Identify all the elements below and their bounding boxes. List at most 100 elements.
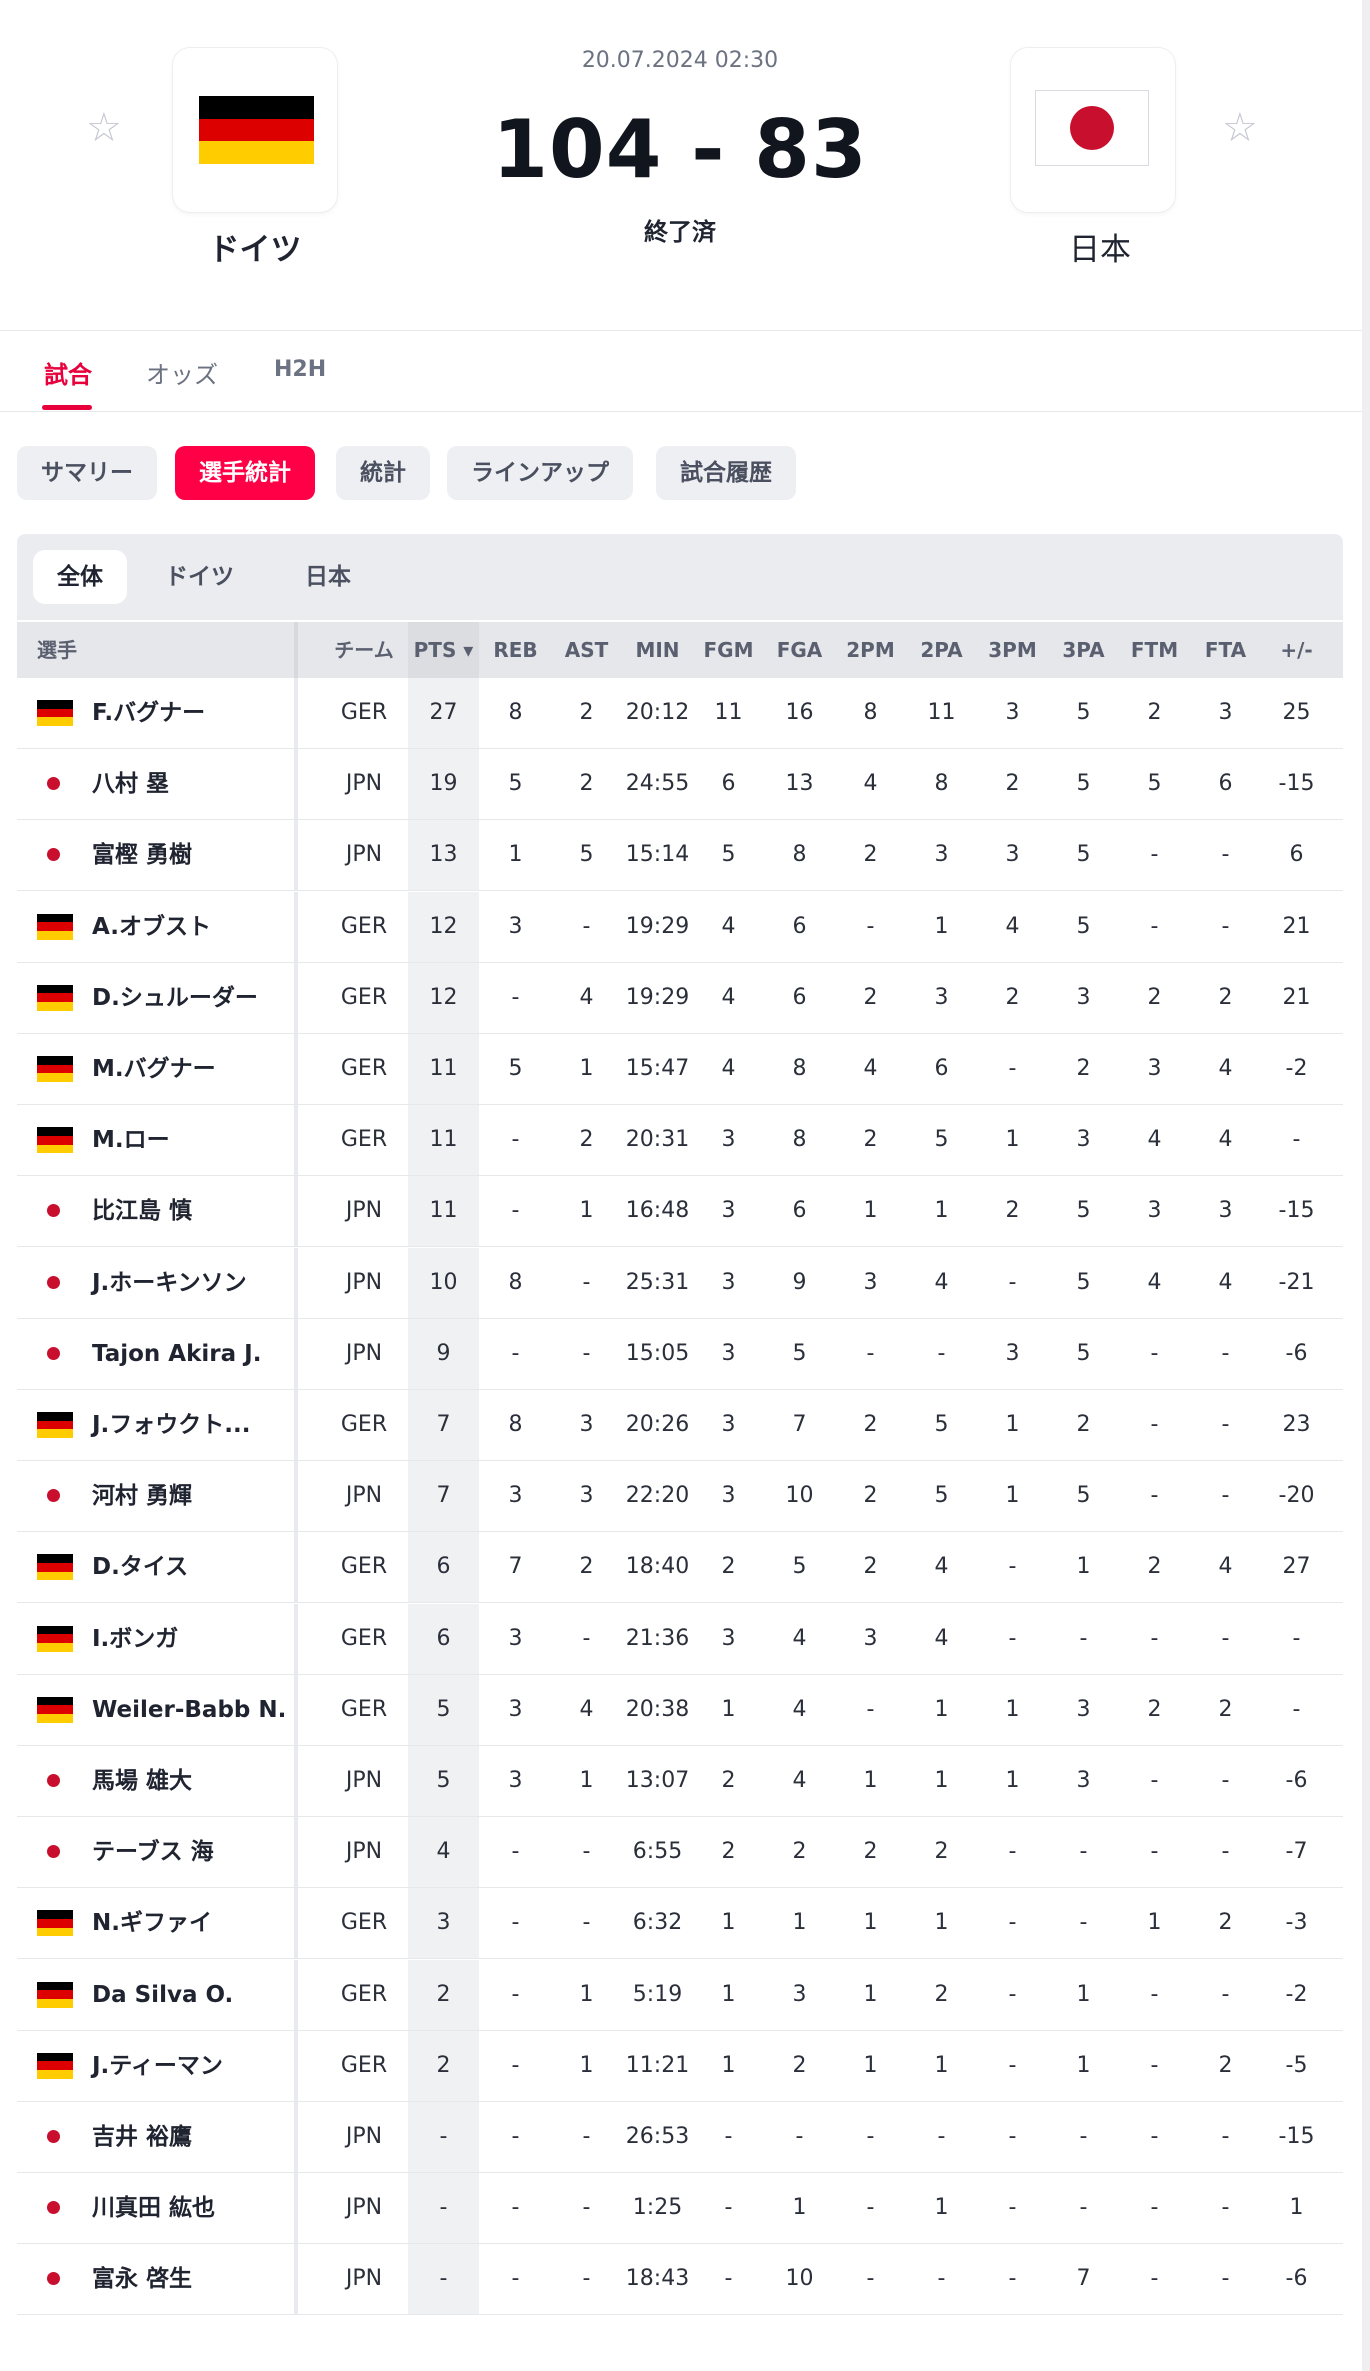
stat-3pm: -: [1008, 2195, 1017, 2221]
tab-match[interactable]: 試合: [44, 361, 92, 389]
column-header-3pa[interactable]: 3PA: [1062, 638, 1105, 662]
table-row[interactable]: M.ロー GER 11 - 2 20:31 3 8 2 5 1 3 4 4 -: [17, 1105, 1343, 1177]
player-name[interactable]: 川真田 紘也: [92, 2195, 216, 2222]
scrollbar-track[interactable]: [1362, 0, 1370, 2371]
column-header-min[interactable]: MIN: [635, 638, 680, 662]
player-name[interactable]: J.フォウクト...: [92, 1412, 251, 1438]
active-tab-indicator: [42, 405, 92, 410]
stat-plus-minus: 27: [1282, 1554, 1311, 1580]
column-header-2pm[interactable]: 2PM: [846, 638, 895, 662]
column-header-fga[interactable]: FGA: [776, 638, 823, 662]
subtab-stats[interactable]: 統計: [336, 446, 430, 500]
table-row[interactable]: 馬場 雄大 JPN 5 3 1 13:07 2 4 1 1 1 3 - - -6: [17, 1746, 1343, 1817]
column-header-3pm[interactable]: 3PM: [988, 638, 1037, 662]
favorite-home-star-icon[interactable]: ☆: [86, 105, 122, 151]
filter-japan[interactable]: 日本: [305, 564, 351, 590]
table-row[interactable]: 富樫 勇樹 JPN 13 1 5 15:14 5 8 2 3 3 5 - - 6: [17, 820, 1343, 892]
player-name[interactable]: F.バグナー: [92, 700, 206, 726]
stat-reb: 3: [508, 1768, 523, 1793]
player-name[interactable]: J.ホーキンソン: [92, 1269, 247, 1296]
player-name[interactable]: Weiler-Babb N.: [92, 1696, 287, 1723]
away-team-name[interactable]: 日本: [1069, 232, 1131, 268]
stat-pts: 9: [436, 1340, 451, 1366]
column-header-pts[interactable]: PTS ▾: [413, 638, 474, 662]
table-row[interactable]: D.タイス GER 6 7 2 18:40 2 5 2 4 - 1 2 4 27: [17, 1532, 1343, 1604]
stat-3pm: 1: [1005, 1696, 1020, 1722]
stat-plus-minus: -7: [1285, 1839, 1308, 1865]
tab-odds[interactable]: オッズ: [146, 361, 218, 389]
stat-ast: 5: [579, 842, 594, 868]
player-name[interactable]: 富樫 勇樹: [92, 842, 193, 869]
table-row[interactable]: Da Silva O. GER 2 - 1 5:19 1 3 1 2 - 1 - - -2: [17, 1959, 1343, 2031]
subtab-lineup[interactable]: ラインアップ: [447, 446, 633, 500]
player-name[interactable]: I.ボンガ: [92, 1625, 179, 1652]
table-row[interactable]: J.ホーキンソン JPN 10 8 - 25:31 3 9 3 4 - 5 4 4 -21: [17, 1247, 1343, 1319]
table-row[interactable]: テーブス 海 JPN 4 - - 6:55 2 2 2 2 - - - - -7: [17, 1817, 1343, 1889]
player-name[interactable]: M.バグナー: [92, 1056, 216, 1082]
stat-3pm: 3: [1005, 842, 1020, 868]
player-name[interactable]: 比江島 慎: [92, 1198, 193, 1225]
table-row[interactable]: Weiler-Babb N. GER 5 3 4 20:38 1 4 - 1 1 3 2 2 -: [17, 1674, 1343, 1746]
player-name[interactable]: M.ロー: [92, 1127, 170, 1154]
japan-flag-icon: [1035, 90, 1149, 166]
subtab-history[interactable]: 試合履歴: [656, 446, 796, 500]
table-row[interactable]: 比江島 慎 JPN 11-1 16:48 3 6 1 1 2 5 3 3 -15: [17, 1176, 1343, 1248]
stat-fgm: -: [724, 2266, 733, 2292]
stat-min: 6:32: [632, 1910, 683, 1936]
subtab-summary[interactable]: サマリー: [17, 446, 157, 500]
filter-all[interactable]: 全体: [33, 550, 127, 604]
player-name[interactable]: D.シュルーダー: [92, 984, 258, 1011]
pts-column-highlight: [408, 1746, 479, 1816]
home-team-name[interactable]: ドイツ: [208, 232, 302, 268]
player-name[interactable]: 河村 勇輝: [92, 1483, 193, 1510]
table-row[interactable]: J.フォウクト... GER 7 8 3 20:26 3 7 2 5 1 2 - - 23: [17, 1390, 1343, 1461]
column-header-reb[interactable]: REB: [493, 638, 538, 662]
player-name[interactable]: J.ティーマン: [92, 2052, 223, 2079]
stat-fga: 5: [792, 1340, 807, 1366]
player-name[interactable]: 吉井 裕鷹: [92, 2124, 193, 2150]
home-team-logo[interactable]: [172, 47, 338, 213]
stat-fgm: 3: [721, 1412, 736, 1437]
table-row[interactable]: M.バグナー GER 11 5 1 15:47 4 8 4 6-2 3 4 -2: [17, 1034, 1343, 1105]
stat-fga: 8: [792, 1056, 807, 1081]
column-header-player: 選手: [37, 638, 77, 662]
player-name[interactable]: Tajon Akira J.: [92, 1340, 262, 1367]
player-name[interactable]: A.オブスト: [92, 913, 211, 940]
player-name[interactable]: N.ギファイ: [92, 1910, 212, 1937]
table-row[interactable]: 川真田 紘也 JPN - - - 1:25 - 1 - 1 - - - - 1: [17, 2173, 1343, 2245]
filter-germany[interactable]: ドイツ: [165, 564, 234, 590]
column-header-ast[interactable]: AST: [564, 638, 609, 662]
tab-h2h[interactable]: H2H: [274, 357, 327, 382]
table-row[interactable]: 吉井 裕鷹 JPN - - - 26:53 - - - - - - - - -15: [17, 2102, 1343, 2173]
column-header-fta[interactable]: FTA: [1204, 638, 1247, 662]
table-row[interactable]: A.オブスト GER 12 3 - 19:29 4 6 - 1 4 5 - - 21: [17, 891, 1343, 963]
table-row[interactable]: N.ギファイ GER 3 - - 6:32 1 1 1 1 - - 1 2 -3: [17, 1888, 1343, 1960]
away-team-logo[interactable]: [1010, 47, 1176, 213]
table-row[interactable]: D.シュルーダー GER 12 - 4 19:29 4 6 2 3 2 3 2 2 21: [17, 962, 1343, 1034]
column-header-plus-minus[interactable]: +/-: [1280, 638, 1313, 662]
match-score: 104 - 83: [492, 103, 868, 196]
table-row[interactable]: 八村 塁 JPN 19 5 2 24:55 6 13 4 8 2 5 5 6 -15: [17, 749, 1343, 821]
column-header-2pa[interactable]: 2PA: [920, 638, 963, 662]
germany-flag-icon: [199, 96, 314, 164]
player-name[interactable]: Da Silva O.: [92, 1981, 234, 2008]
column-header-ftm[interactable]: FTM: [1130, 638, 1179, 662]
player-name[interactable]: 馬場 雄大: [92, 1768, 193, 1794]
table-row[interactable]: J.ティーマン GER 2 - 1 11:21 1 2 1 1 - 1 - 2 -5: [17, 2030, 1343, 2102]
stat-ftm: -: [1150, 1483, 1159, 1509]
player-name[interactable]: テーブス 海: [92, 1839, 214, 1866]
table-row[interactable]: 河村 勇輝 JPN 7 3 3 22:20 3 10 2 5 1 5 - - -20: [17, 1461, 1343, 1533]
table-row[interactable]: Tajon Akira J. JPN 9 - - 15:05 3 5 - - 3 5 - - -6: [17, 1318, 1343, 1390]
player-name[interactable]: 八村 塁: [92, 771, 170, 798]
table-row[interactable]: F.バグナー GER 27 8 2 20:12 11 16 8 11 3 5 2 3 25: [17, 678, 1343, 749]
table-row[interactable]: 富永 啓生 JPN - - - 18:43 - 10 - - - 7 - - -6: [17, 2244, 1343, 2316]
stat-plus-minus: 25: [1282, 700, 1311, 725]
japan-flag-icon: [47, 848, 60, 862]
subtab-player-stats[interactable]: 選手統計: [175, 446, 315, 500]
table-row[interactable]: I.ボンガ GER 6 3 - 21:36 3 4 3 4 - - - - -: [17, 1603, 1343, 1675]
column-header-fgm[interactable]: FGM: [703, 638, 754, 662]
team-code: JPN: [345, 1839, 383, 1865]
player-name[interactable]: 富永 啓生: [92, 2266, 193, 2293]
player-name[interactable]: D.タイス: [92, 1554, 189, 1581]
favorite-away-star-icon[interactable]: ☆: [1222, 105, 1258, 151]
